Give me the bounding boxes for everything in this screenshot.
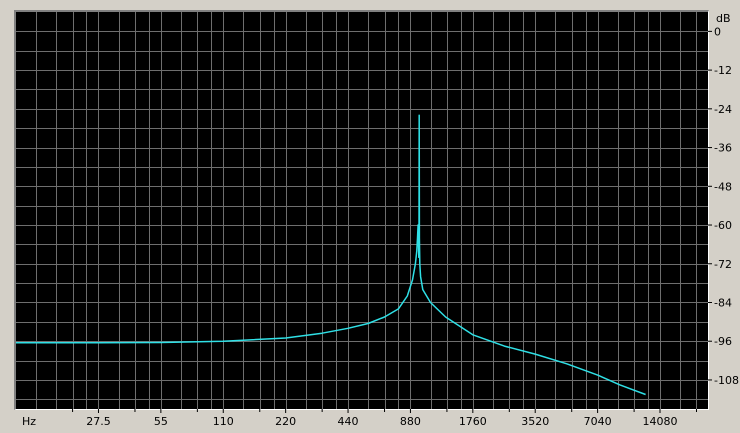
y-tick-label: -84 — [714, 296, 732, 309]
x-tick-label: 440 — [338, 415, 359, 428]
x-axis-ticks: 27.5 55 110 220 440 880 1760 3520 7040 14080 — [72, 409, 697, 428]
x-tick-label: 3520 — [521, 415, 549, 428]
y-tick-label: -96 — [714, 335, 732, 348]
x-tick-label: 55 — [154, 415, 168, 428]
y-tick-label: -12 — [714, 64, 732, 77]
response-curve — [16, 114, 646, 396]
x-tick-label: 880 — [400, 415, 421, 428]
y-tick-label: -72 — [714, 258, 732, 271]
y-tick-label: 0 — [714, 25, 721, 38]
plot-bevel — [14, 10, 709, 410]
x-tick-label: 220 — [275, 415, 296, 428]
y-axis-ticks: 0 -12 -24 -36 -48 -60 -72 -84 -96 -108 — [708, 25, 739, 387]
y-tick-label: -108 — [714, 374, 739, 387]
y-tick-label: -24 — [714, 103, 732, 116]
y-tick-label: -60 — [714, 219, 732, 232]
x-tick-label: 14080 — [642, 415, 677, 428]
y-tick-label: -36 — [714, 142, 732, 155]
y-tick-label: -48 — [714, 180, 732, 193]
y-axis-unit-label: dB — [716, 12, 731, 25]
series — [16, 114, 646, 396]
x-axis-unit-label: Hz — [22, 415, 36, 428]
x-tick-label: 27.5 — [86, 415, 111, 428]
x-tick-label: 110 — [213, 415, 234, 428]
x-tick-label: 7040 — [584, 415, 612, 428]
x-tick-label: 1760 — [459, 415, 487, 428]
